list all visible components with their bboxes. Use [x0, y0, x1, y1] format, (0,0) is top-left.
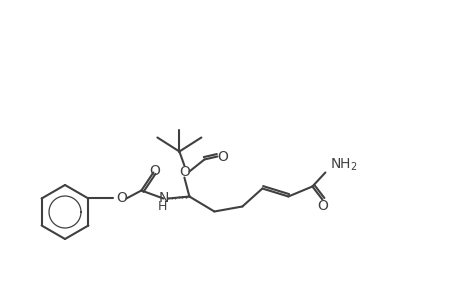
Text: O: O: [316, 200, 327, 214]
Text: H: H: [157, 200, 167, 213]
Text: O: O: [116, 191, 127, 206]
Text: N: N: [158, 191, 168, 206]
Text: NH$_2$: NH$_2$: [330, 156, 357, 173]
Text: O: O: [217, 149, 227, 164]
Text: O: O: [179, 164, 190, 178]
Text: O: O: [149, 164, 159, 178]
